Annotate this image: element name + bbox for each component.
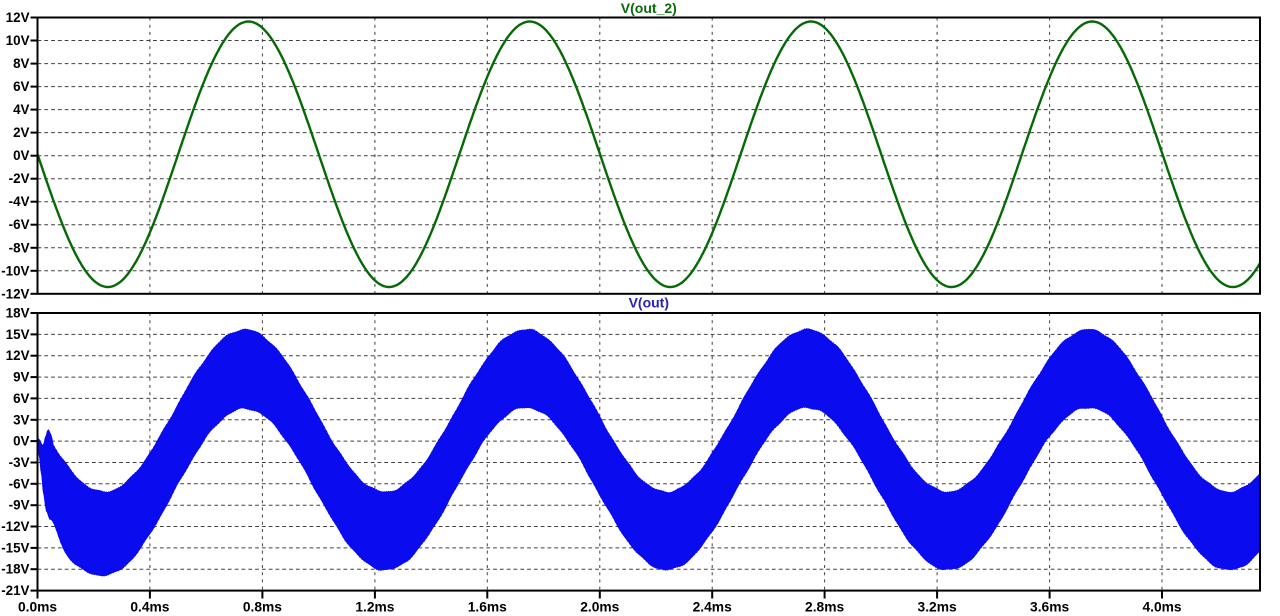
svg-text:-15V: -15V <box>1 540 29 555</box>
svg-text:0V: 0V <box>13 434 29 449</box>
svg-text:-12V: -12V <box>1 286 29 301</box>
svg-text:6V: 6V <box>13 79 29 94</box>
svg-text:8V: 8V <box>13 56 29 71</box>
svg-text:18V: 18V <box>6 306 30 321</box>
svg-text:-12V: -12V <box>1 519 29 534</box>
svg-text:0V: 0V <box>13 148 29 163</box>
svg-text:-10V: -10V <box>1 263 29 278</box>
svg-text:15V: 15V <box>6 327 30 342</box>
svg-text:-4V: -4V <box>9 194 30 209</box>
svg-text:0.0ms: 0.0ms <box>18 600 57 615</box>
svg-text:1.6ms: 1.6ms <box>468 600 507 615</box>
svg-text:V(out_2): V(out_2) <box>621 0 677 16</box>
svg-text:2V: 2V <box>13 125 29 140</box>
svg-text:-9V: -9V <box>9 498 30 513</box>
svg-text:9V: 9V <box>13 370 29 385</box>
svg-text:2.0ms: 2.0ms <box>580 600 619 615</box>
svg-text:12V: 12V <box>6 348 30 363</box>
svg-text:0.8ms: 0.8ms <box>243 600 282 615</box>
svg-text:6V: 6V <box>13 391 29 406</box>
svg-text:10V: 10V <box>6 33 30 48</box>
svg-text:4V: 4V <box>13 102 29 117</box>
svg-text:0.4ms: 0.4ms <box>130 600 169 615</box>
svg-text:2.8ms: 2.8ms <box>805 600 844 615</box>
svg-text:V(out): V(out) <box>629 295 669 311</box>
svg-text:3.2ms: 3.2ms <box>918 600 957 615</box>
svg-text:1.2ms: 1.2ms <box>355 600 394 615</box>
svg-text:2.4ms: 2.4ms <box>693 600 732 615</box>
svg-text:-21V: -21V <box>1 583 29 598</box>
svg-text:12V: 12V <box>6 10 30 25</box>
svg-text:4.0ms: 4.0ms <box>1142 600 1181 615</box>
svg-text:-18V: -18V <box>1 562 29 577</box>
svg-text:-2V: -2V <box>9 171 30 186</box>
svg-text:3V: 3V <box>13 412 29 427</box>
svg-text:3.6ms: 3.6ms <box>1030 600 1069 615</box>
svg-text:-6V: -6V <box>9 476 30 491</box>
svg-text:-6V: -6V <box>9 217 30 232</box>
svg-text:-3V: -3V <box>9 455 30 470</box>
svg-text:-8V: -8V <box>9 240 30 255</box>
